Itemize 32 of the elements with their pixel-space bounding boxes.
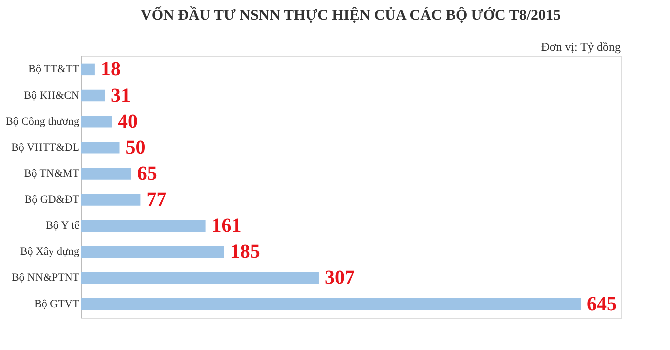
y-tick-label: Bộ KH&CN	[24, 90, 80, 102]
data-label: 40	[118, 110, 138, 133]
y-tick-label: Bộ Y tế	[46, 220, 81, 232]
y-tick-label: Bộ VHTT&DL	[12, 142, 80, 154]
y-tick-label: Bộ TT&TT	[28, 64, 80, 76]
bar	[81, 194, 141, 206]
data-label: 185	[230, 241, 260, 264]
bar	[81, 116, 112, 128]
bar	[81, 298, 581, 310]
bar	[81, 272, 319, 284]
y-tick-label: Bộ GD&ĐT	[24, 194, 80, 206]
data-label: 31	[111, 84, 132, 107]
chart-title: VỐN ĐẦU TƯ NSNN THỰC HIỆN CỦA CÁC BỘ ƯỚC T8/2015	[140, 6, 562, 24]
data-label: 77	[146, 189, 167, 212]
bar	[81, 64, 95, 76]
y-tick-label: Bộ Xây dựng	[20, 246, 80, 258]
bar	[81, 220, 206, 232]
bar	[81, 90, 106, 102]
bar	[81, 168, 132, 180]
y-tick-label: Bộ GTVT	[34, 298, 80, 310]
data-label: 50	[126, 136, 146, 159]
y-tick-label: Bộ NN&PTNT	[12, 272, 80, 284]
data-label: 65	[137, 162, 158, 185]
data-label: 645	[587, 293, 617, 316]
data-label: 18	[100, 58, 121, 81]
data-label: 307	[324, 267, 355, 290]
bar	[81, 246, 224, 258]
y-tick-label: Bộ Công thương	[6, 116, 80, 128]
text: Đơn vị: Tỷ đồng	[541, 40, 621, 54]
data-label: 161	[212, 215, 242, 238]
y-tick-label: Bộ TN&MT	[24, 168, 80, 180]
bar	[81, 142, 120, 154]
